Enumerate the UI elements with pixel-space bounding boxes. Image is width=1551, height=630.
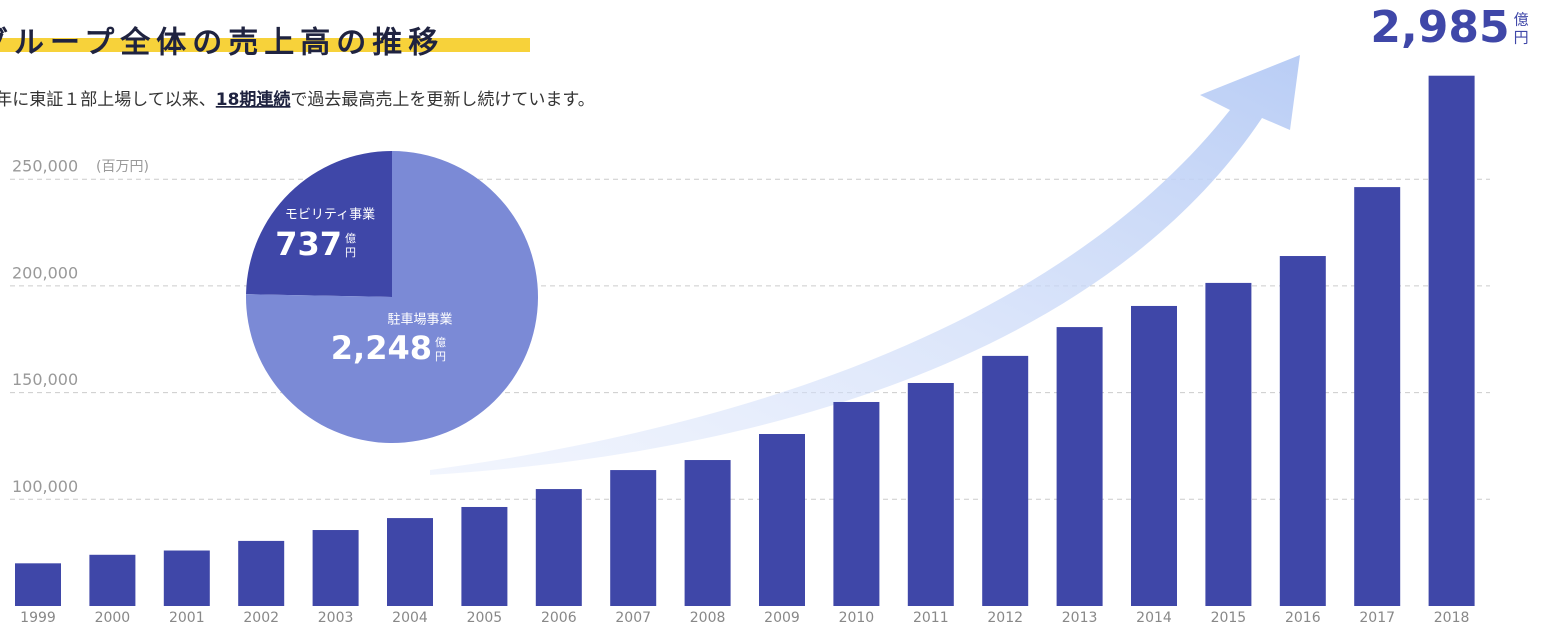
bar [982, 355, 1029, 606]
x-tick-label: 2006 [541, 610, 577, 626]
bar [907, 382, 954, 606]
x-tick-label: 2011 [913, 610, 949, 626]
bar [15, 563, 61, 606]
slice-name: 駐車場事業 [387, 312, 452, 328]
bar [312, 530, 359, 606]
x-tick-label: 2005 [467, 610, 503, 626]
bar [833, 401, 880, 606]
x-tick-label: 2016 [1285, 610, 1321, 626]
value-unit: 億 [1514, 11, 1529, 29]
bar [1205, 282, 1252, 606]
x-tick-label: 2007 [615, 610, 651, 626]
growth-arrow [430, 55, 1300, 475]
title-highlight [0, 38, 530, 52]
slice-unit: 円 [345, 246, 356, 259]
x-tick-label: 2003 [318, 610, 354, 626]
slice-name: モビリティ事業 [285, 207, 375, 223]
bar [1279, 256, 1326, 606]
bar [1131, 305, 1177, 606]
y-tick-label: 250,000 [12, 157, 78, 176]
bar [684, 460, 731, 606]
x-tick-label: 2010 [839, 610, 875, 626]
x-tick-label: 2008 [690, 610, 726, 626]
subtitle-highlight: 18期連続 [216, 89, 291, 110]
x-tick-label: 2009 [764, 610, 800, 626]
bar [1428, 75, 1475, 607]
bar [461, 506, 508, 606]
bar [1056, 327, 1103, 606]
x-tick-label: 2017 [1359, 610, 1395, 626]
pie-slice [246, 151, 392, 297]
bar [387, 518, 433, 606]
slice-value: 2,248 [331, 329, 432, 367]
x-tick-label: 2015 [1211, 610, 1247, 626]
subtitle: 2001年に東証１部上場して以来、18期連続で過去最高売上を更新し続けています。 [0, 89, 595, 110]
bar [89, 554, 136, 606]
y-tick-label: 100,000 [12, 477, 78, 496]
bar [535, 489, 582, 606]
bar [238, 540, 285, 606]
bar [759, 433, 805, 606]
x-tick-label: 2012 [987, 610, 1023, 626]
x-tick-label: 1999 [20, 610, 56, 626]
slice-unit: 円 [435, 350, 446, 363]
slice-unit: 億 [345, 232, 356, 245]
bar [163, 550, 210, 606]
x-tick-label: 2013 [1062, 610, 1098, 626]
x-tick-label: 2014 [1136, 610, 1172, 626]
y-tick-label: 200,000 [12, 263, 78, 282]
bar [1354, 187, 1401, 606]
subtitle-part: で過去最高売上を更新し続けています。 [290, 90, 594, 110]
value-unit: 円 [1514, 29, 1529, 47]
bars: 1999 2000 2001 2002 2003 2004 2005 2006 2007 2008… [15, 2, 1529, 626]
x-tick-label: 2004 [392, 610, 428, 626]
slice-value: 737 [275, 225, 342, 263]
value-label: 2,985 [1370, 2, 1509, 53]
subtitle-part: 2001年に東証１部上場して以来、 [0, 90, 216, 110]
slice-unit: 億 [435, 336, 446, 349]
pie-slice [246, 151, 538, 443]
x-tick-label: 2000 [95, 610, 131, 626]
x-tick-label: 2018 [1434, 610, 1470, 626]
x-tick-label: 2002 [243, 610, 279, 626]
chart-title: グループ全体の売上高の推移 [0, 26, 444, 61]
x-tick-label: 2001 [169, 610, 205, 626]
bar [610, 470, 657, 606]
grid: 100,000 150,000 200,000 250,000 (百万円) [10, 157, 1490, 500]
y-tick-label: 150,000 [12, 370, 78, 389]
y-unit: (百万円) [96, 159, 149, 175]
